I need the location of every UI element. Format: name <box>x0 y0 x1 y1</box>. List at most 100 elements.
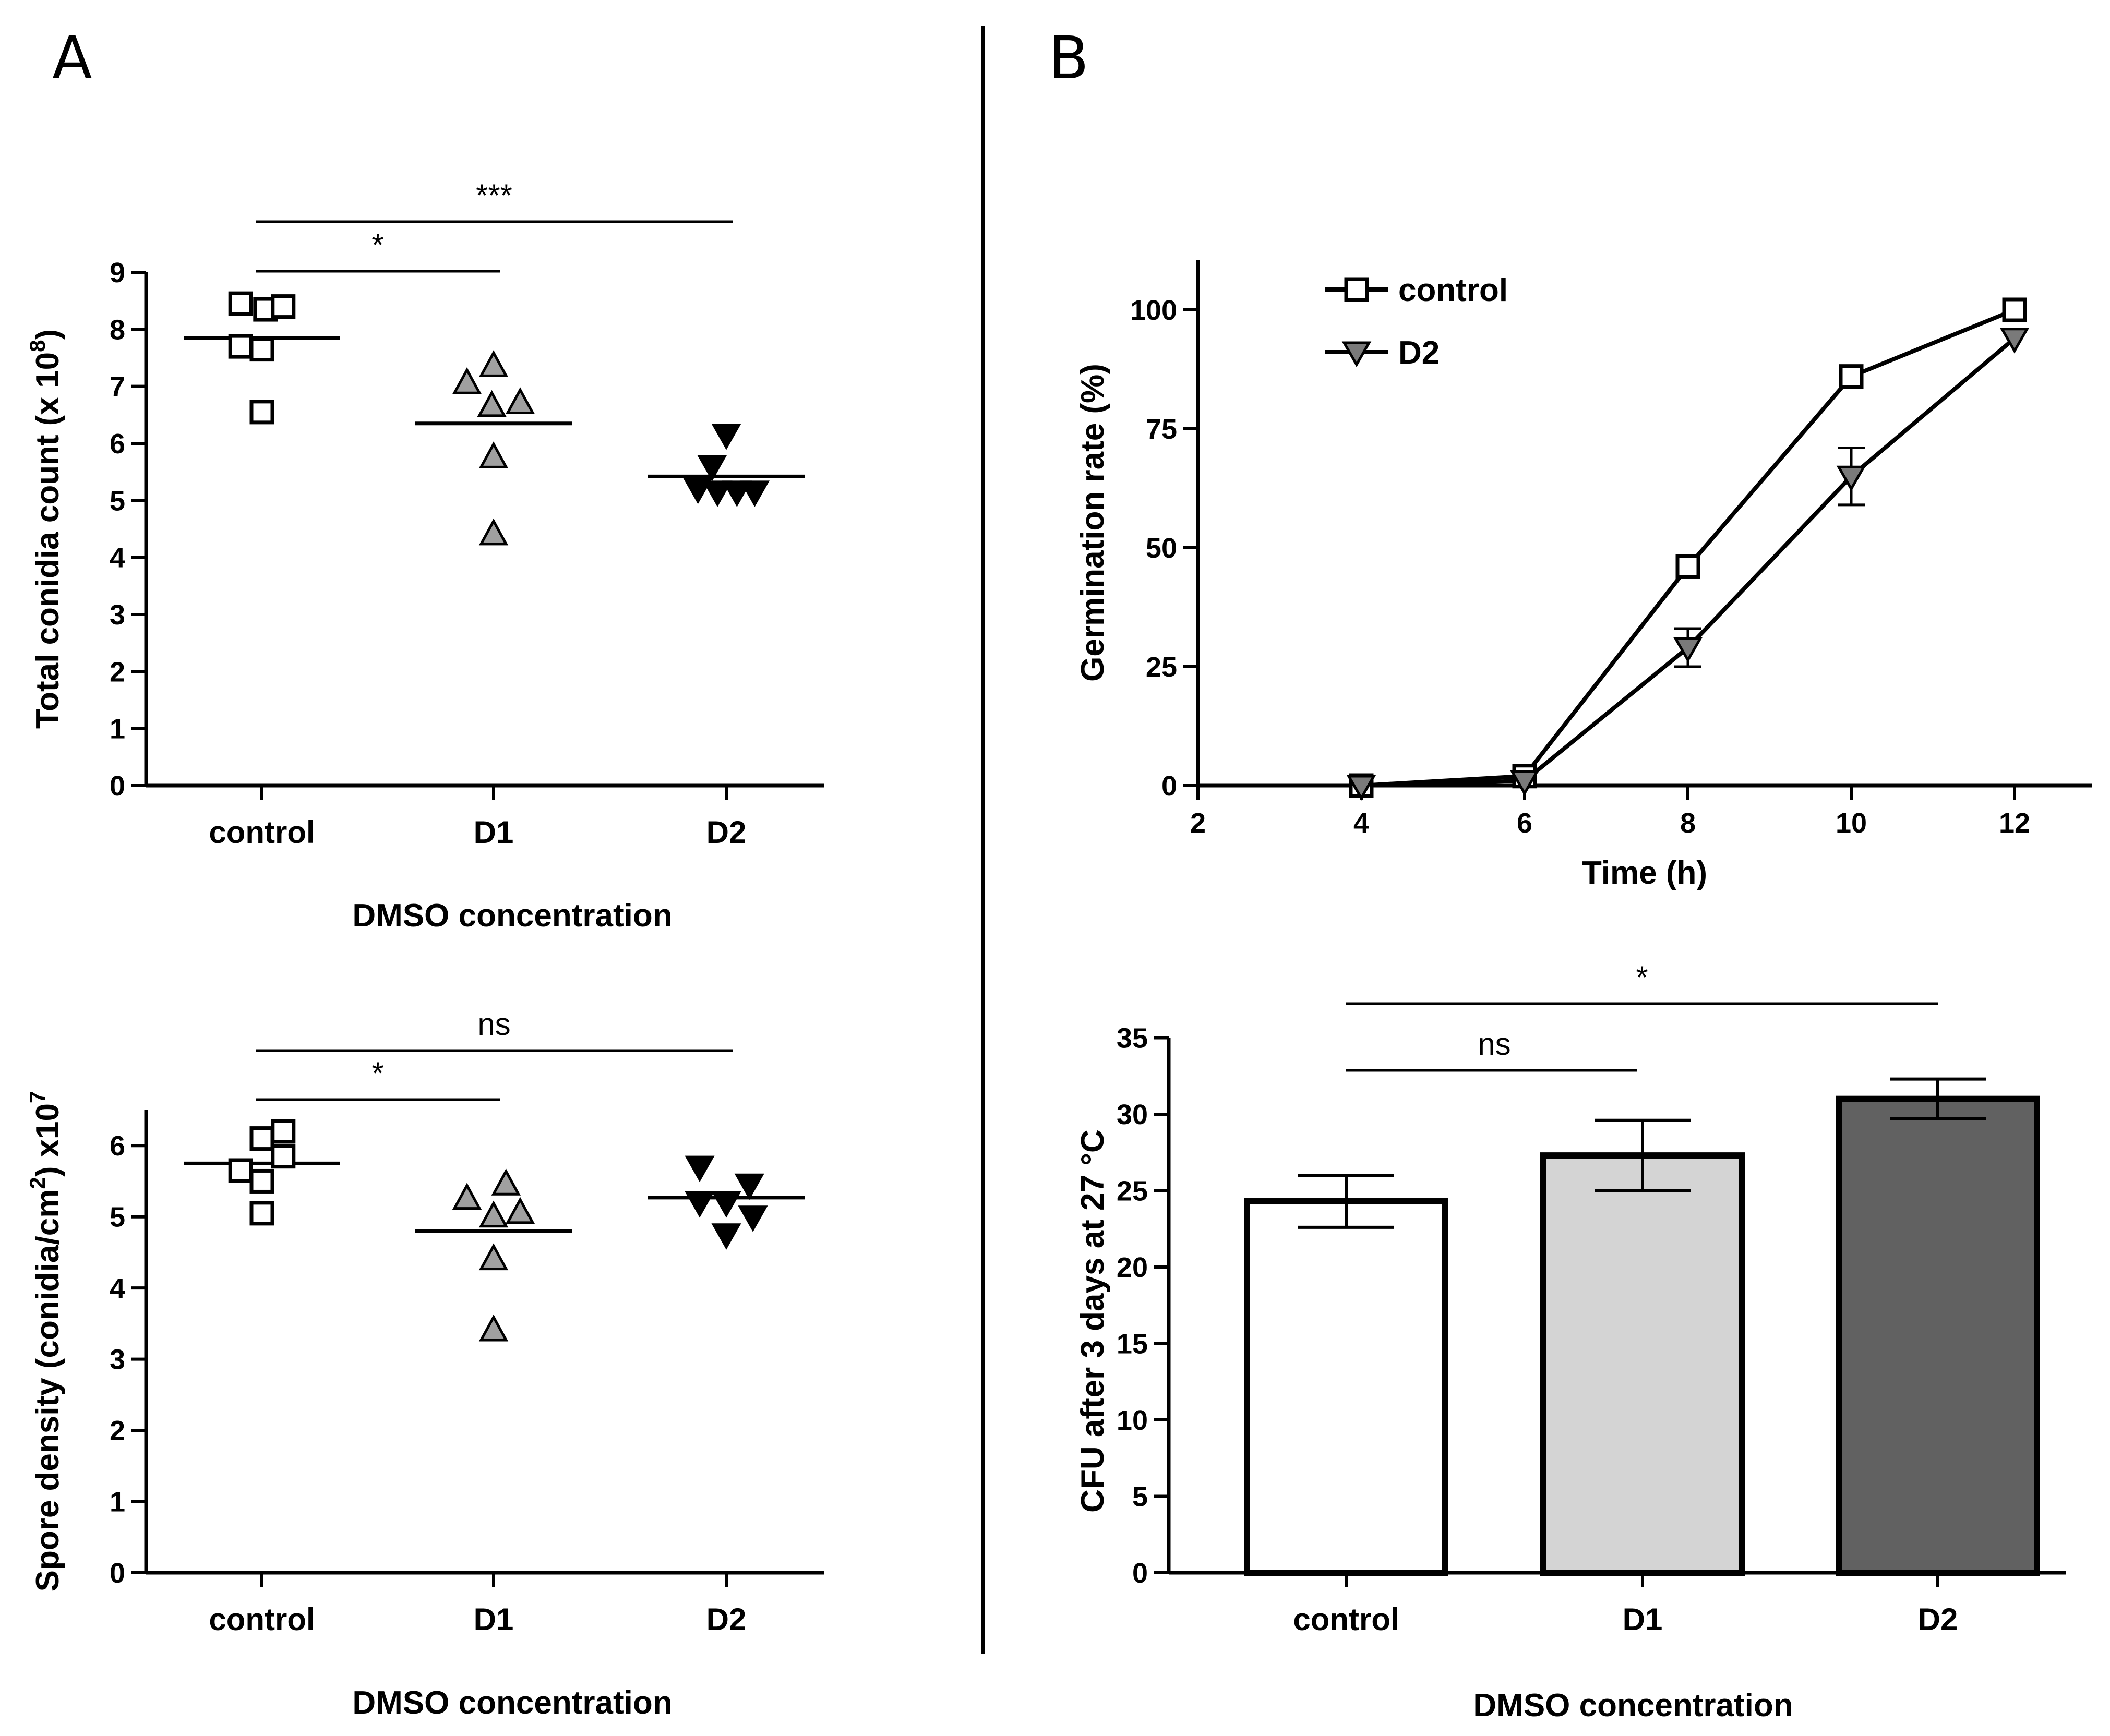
data-point-D1 <box>478 441 509 468</box>
data-point-D1 <box>478 350 509 377</box>
data-point-control <box>228 291 253 316</box>
significance-label: *** <box>476 178 512 213</box>
x-tick-label: 10 <box>1836 807 1867 839</box>
y-tick-label: 0 <box>110 770 125 802</box>
series-line-control <box>1361 308 2016 788</box>
data-point-D2 <box>711 424 741 450</box>
data-point-D2 <box>711 1191 741 1218</box>
x-tick-label: 8 <box>1680 807 1696 839</box>
data-point-D2 <box>1346 775 1376 801</box>
data-point-D2 <box>702 480 733 507</box>
y-tick-label: 0 <box>110 1558 125 1589</box>
data-point-D1 <box>505 1197 535 1224</box>
data-point-control <box>249 337 274 362</box>
data-point-control <box>249 1201 274 1226</box>
y-tick-label: 25 <box>1146 652 1177 683</box>
data-point-control <box>1839 364 1864 389</box>
y-axis-title: Spore density (conidia/cm2) x107 <box>25 1091 66 1592</box>
y-axis-title: CFU after 3 days at 27 °C <box>1075 1129 1111 1513</box>
data-point-D2 <box>683 477 713 504</box>
x-tick-label: 12 <box>1999 807 2030 839</box>
x-tick-label: control <box>209 1602 315 1637</box>
y-tick-label: 5 <box>110 485 125 516</box>
y-tick-label: 0 <box>1132 1558 1148 1589</box>
panel-label-a: A <box>52 25 92 92</box>
y-tick-label: 10 <box>1117 1405 1148 1436</box>
data-point-D2 <box>739 480 770 507</box>
y-tick-label: 3 <box>110 1344 125 1376</box>
x-tick-label: 6 <box>1517 807 1532 839</box>
x-axis-title: DMSO concentration <box>1473 1687 1793 1723</box>
data-point-D2 <box>1999 328 2030 354</box>
x-tick-label: 2 <box>1190 807 1206 839</box>
y-tick-label: 5 <box>1132 1481 1148 1513</box>
y-tick-label: 3 <box>110 599 125 631</box>
x-axis-title: Time (h) <box>1582 855 1707 891</box>
y-tick-label: 15 <box>1117 1329 1148 1360</box>
x-axis-title: DMSO concentration <box>352 898 672 934</box>
data-point-control <box>271 1119 296 1144</box>
y-tick-label: 75 <box>1146 414 1177 445</box>
y-axis-title: Total conidia count (x 108) <box>25 329 66 729</box>
y-tick-label: 20 <box>1117 1252 1148 1283</box>
data-point-D2 <box>1836 465 1866 492</box>
y-axis-title-sup2: 7 <box>25 1091 50 1103</box>
y-tick-label: 6 <box>110 428 125 460</box>
data-point-control <box>228 1158 253 1183</box>
y-tick-label: 1 <box>110 1487 125 1518</box>
y-tick-label: 5 <box>110 1202 125 1233</box>
bar-control <box>1244 1198 1448 1576</box>
y-tick-label: 7 <box>110 371 125 403</box>
y-axis-title-text: Spore density (conidia/cm <box>30 1189 66 1592</box>
y-tick-label: 25 <box>1117 1176 1148 1207</box>
data-point-control <box>1675 554 1700 579</box>
data-point-D1 <box>505 387 535 414</box>
y-tick-label: 4 <box>110 1273 125 1304</box>
y-tick-label: 2 <box>110 1415 125 1446</box>
y-tick-label: 35 <box>1117 1023 1148 1054</box>
y-tick-label: 4 <box>110 542 125 574</box>
bar-D1 <box>1540 1152 1745 1576</box>
x-tick-label: 4 <box>1353 807 1369 839</box>
significance-label: * <box>1636 960 1648 995</box>
legend-marker-control <box>1344 277 1369 302</box>
significance-label: * <box>371 1056 383 1091</box>
data-point-D2 <box>734 1173 764 1200</box>
x-tick-label: D1 <box>474 1602 514 1637</box>
data-point-D1 <box>478 1200 509 1228</box>
y-tick-label: 30 <box>1117 1099 1148 1130</box>
y-tick-label: 0 <box>1161 770 1177 802</box>
data-point-D1 <box>478 1243 509 1271</box>
chart-spore-density: 0 1 2 3 4 5 6 control D1 D2 * ns Spore density (coni… <box>25 1007 824 1721</box>
data-point-D2 <box>711 1223 741 1250</box>
significance-label: ns <box>1478 1027 1510 1062</box>
legend-label: D2 <box>1398 335 1440 371</box>
data-point-D2 <box>697 455 727 481</box>
data-point-D1 <box>491 1168 521 1196</box>
data-point-D1 <box>478 1314 509 1342</box>
y-tick-label: 6 <box>110 1130 125 1162</box>
legend-label: control <box>1398 272 1508 308</box>
x-tick-label: D2 <box>706 1602 747 1637</box>
y-tick-label: 9 <box>110 257 125 288</box>
data-point-D2 <box>1673 637 1703 663</box>
data-point-D1 <box>452 1183 482 1210</box>
x-tick-label: D1 <box>474 815 514 850</box>
y-tick-label: 100 <box>1130 295 1177 326</box>
y-axis-title-sup: 8 <box>25 340 50 352</box>
data-point-D2 <box>685 1155 715 1183</box>
y-axis-title-end: ) x10 <box>30 1103 66 1177</box>
y-axis-title: Germination rate (%) <box>1075 364 1111 682</box>
data-point-control <box>228 334 253 359</box>
y-tick-label: 8 <box>110 314 125 345</box>
chart-cfu: 0 5 10 15 20 25 30 35 control D1 D2 ns * CFU after 3 … <box>1075 960 2066 1723</box>
x-tick-label: control <box>209 815 315 850</box>
x-tick-label: D2 <box>706 815 747 850</box>
data-point-control <box>271 294 296 319</box>
y-axis-title-end: ) <box>30 329 66 340</box>
x-tick-label: control <box>1293 1602 1399 1637</box>
data-point-control <box>249 400 274 425</box>
y-tick-label: 2 <box>110 656 125 688</box>
